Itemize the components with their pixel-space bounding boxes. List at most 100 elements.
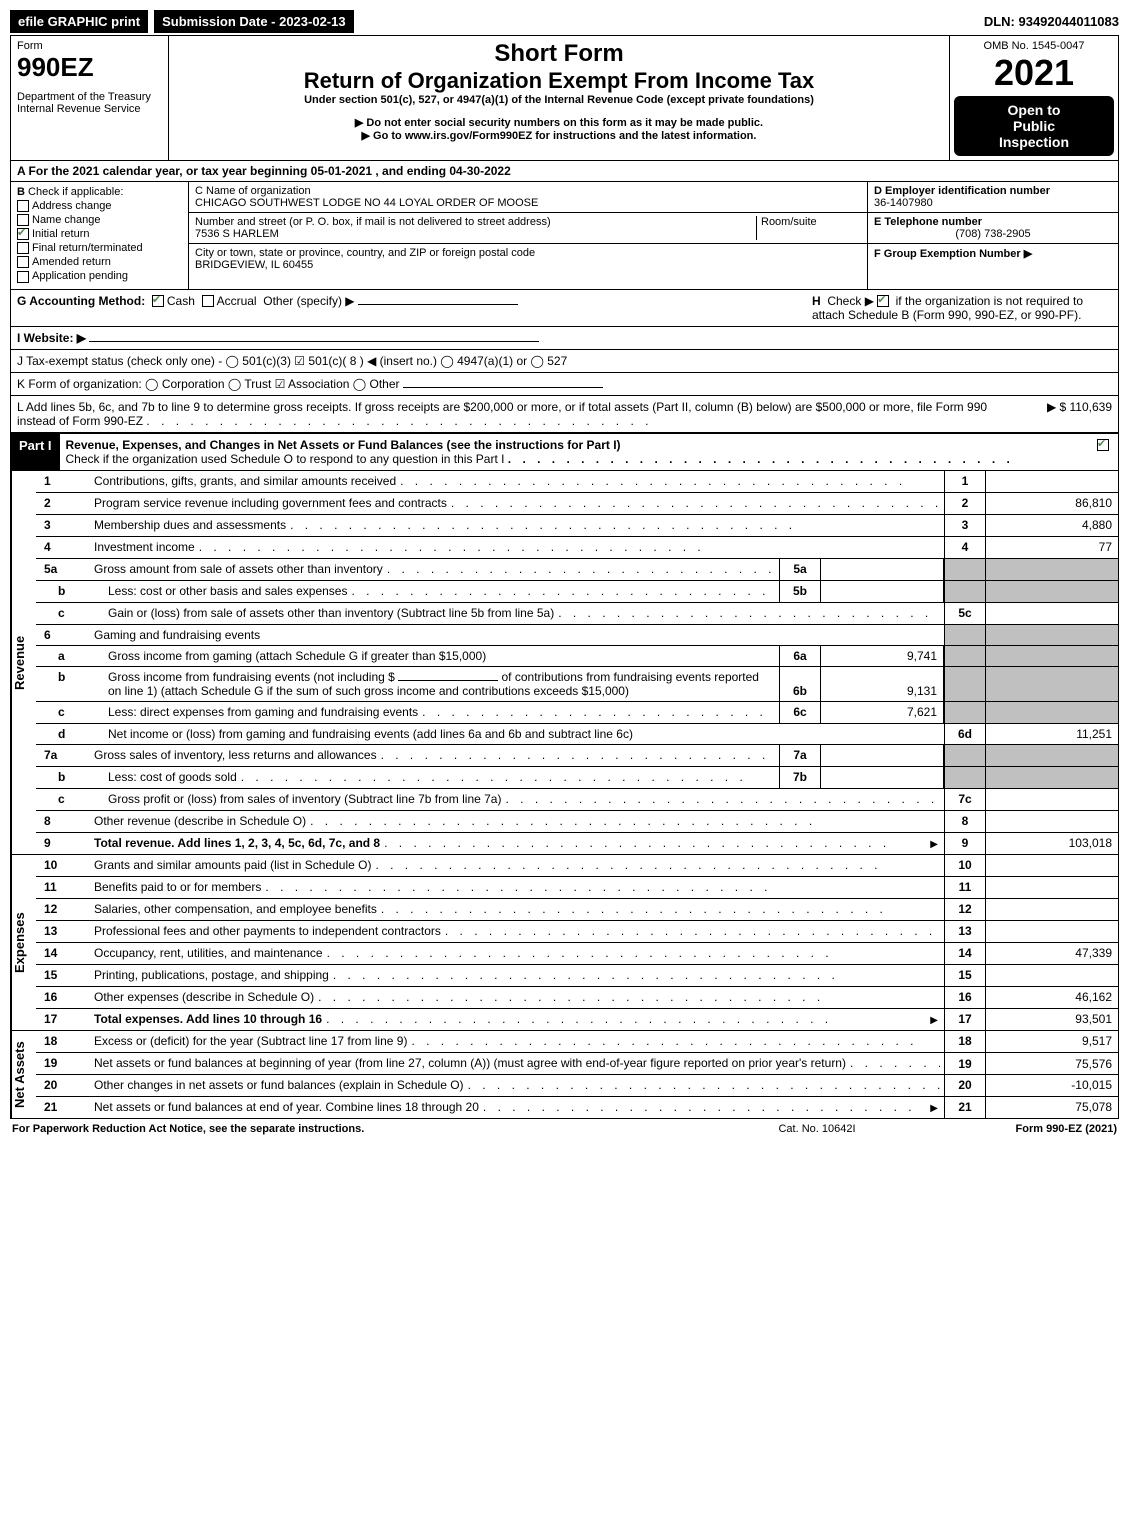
- line-num: 13: [944, 921, 985, 942]
- org-name: CHICAGO SOUTHWEST LODGE NO 44 LOYAL ORDE…: [195, 197, 861, 209]
- line-no: 9: [36, 833, 90, 854]
- footer-mid: Cat. No. 10642I: [717, 1123, 917, 1135]
- cb-label: Amended return: [32, 256, 111, 268]
- line-val: [985, 921, 1118, 942]
- open-public-inspection: Open to Public Inspection: [954, 96, 1114, 156]
- line-val-grey: [985, 581, 1118, 602]
- cb-amended-return[interactable]: [17, 256, 29, 268]
- line-num-grey: [944, 702, 985, 723]
- dots: [318, 990, 940, 1005]
- line-val: 46,162: [985, 987, 1118, 1008]
- dots: [411, 1034, 940, 1049]
- dots: [381, 902, 940, 917]
- h-check-label: Check ▶: [827, 294, 874, 308]
- dots: [241, 770, 775, 785]
- city-label: City or town, state or province, country…: [195, 247, 861, 259]
- line-desc: Investment income: [94, 540, 195, 554]
- line-desc1: Gross income from fundraising events (no…: [108, 670, 395, 684]
- netassets-section: Net Assets 18Excess or (deficit) for the…: [11, 1030, 1118, 1118]
- cb-label: Final return/terminated: [32, 242, 143, 254]
- line-val-grey: [985, 745, 1118, 766]
- line-val: [985, 811, 1118, 832]
- line-num-grey: [944, 625, 985, 645]
- footer-left: For Paperwork Reduction Act Notice, see …: [12, 1123, 717, 1135]
- line-desc: Gross sales of inventory, less returns a…: [94, 748, 377, 762]
- short-form-label: Short Form: [173, 40, 945, 68]
- line-num-grey: [944, 767, 985, 788]
- top-bar: efile GRAPHIC print Submission Date - 20…: [10, 10, 1119, 33]
- line-no: b: [36, 581, 104, 602]
- line-num: 9: [944, 833, 985, 854]
- dots: [327, 946, 940, 961]
- line-no: 10: [36, 855, 90, 876]
- line-desc: Gross amount from sale of assets other t…: [94, 562, 383, 576]
- line-val: -10,015: [985, 1075, 1118, 1096]
- cb-schedule-b[interactable]: [877, 295, 889, 307]
- cb-initial-return[interactable]: [17, 228, 29, 240]
- cb-application-pending[interactable]: [17, 271, 29, 283]
- cb-final-return[interactable]: [17, 242, 29, 254]
- line-val: [985, 965, 1118, 986]
- cb-accrual[interactable]: [202, 295, 214, 307]
- line-desc: Occupancy, rent, utilities, and maintena…: [94, 946, 323, 960]
- row-j: J Tax-exempt status (check only one) - ◯…: [11, 350, 1118, 373]
- line-val: 77: [985, 537, 1118, 558]
- line-no: 3: [36, 515, 90, 536]
- mid-val: 7,621: [821, 702, 944, 723]
- dots: [146, 414, 652, 429]
- k-content: K Form of organization: ◯ Corporation ◯ …: [17, 377, 400, 391]
- line-val: [985, 899, 1118, 920]
- tax-year: 2021: [954, 52, 1114, 94]
- line-num: 15: [944, 965, 985, 986]
- line-num: 11: [944, 877, 985, 898]
- line-val: [985, 855, 1118, 876]
- line-num: 6d: [944, 724, 985, 744]
- line-desc: Grants and similar amounts paid (list in…: [94, 858, 371, 872]
- cb-label: Name change: [32, 214, 101, 226]
- line-num: 18: [944, 1031, 985, 1052]
- line-val: 11,251: [985, 724, 1118, 744]
- cb-address-change[interactable]: [17, 200, 29, 212]
- line-val-grey: [985, 646, 1118, 666]
- submission-date: Submission Date - 2023-02-13: [154, 10, 354, 33]
- cb-name-change[interactable]: [17, 214, 29, 226]
- cb-schedule-o[interactable]: [1097, 439, 1109, 451]
- line-no: 20: [36, 1075, 90, 1096]
- line-num: 17: [944, 1009, 985, 1030]
- line-val: [985, 789, 1118, 810]
- g-label: G Accounting Method:: [17, 294, 145, 308]
- dots: [384, 836, 924, 851]
- line-desc: Professional fees and other payments to …: [94, 924, 441, 938]
- subtitle-3: ▶ Go to www.irs.gov/Form990EZ for instru…: [173, 129, 945, 142]
- dots: [333, 968, 940, 983]
- mid-val: [821, 767, 944, 788]
- line-desc: Total revenue. Add lines 1, 2, 3, 4, 5c,…: [94, 836, 380, 850]
- form-word: Form: [17, 40, 162, 52]
- dots: [451, 496, 940, 511]
- line-num-grey: [944, 667, 985, 701]
- cb-cash[interactable]: [152, 295, 164, 307]
- line-desc: Gain or (loss) from sale of assets other…: [108, 606, 554, 620]
- dots: [351, 584, 775, 599]
- dots: [310, 814, 940, 829]
- line-no: b: [36, 667, 104, 701]
- line-desc: Gross profit or (loss) from sales of inv…: [108, 792, 501, 806]
- line-val: 103,018: [985, 833, 1118, 854]
- arrow-icon: [928, 836, 940, 850]
- line-val-grey: [985, 559, 1118, 580]
- ein: 36-1407980: [874, 197, 1112, 209]
- line-val: 86,810: [985, 493, 1118, 514]
- arrow-icon: [928, 1100, 940, 1114]
- line-val: [985, 603, 1118, 624]
- part1-check-text: Check if the organization used Schedule …: [66, 452, 505, 466]
- row-l: L Add lines 5b, 6c, and 7b to line 9 to …: [11, 396, 1118, 433]
- header-left: Form 990EZ Department of the Treasury In…: [11, 36, 169, 160]
- accrual-label: Accrual: [217, 294, 257, 308]
- part1-checkbox-cell: [1091, 434, 1118, 470]
- d-label: D Employer identification number: [874, 185, 1050, 197]
- section-b: B Check if applicable: Address change Na…: [11, 182, 189, 289]
- line-no: 5a: [36, 559, 90, 580]
- dots: [290, 518, 940, 533]
- arrow-icon: [928, 1012, 940, 1026]
- header-right: OMB No. 1545-0047 2021 Open to Public In…: [950, 36, 1118, 160]
